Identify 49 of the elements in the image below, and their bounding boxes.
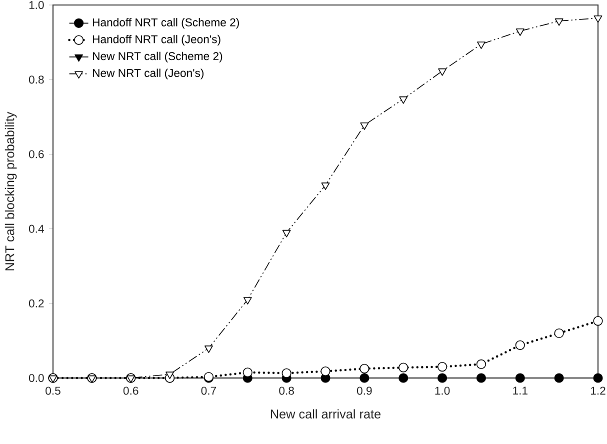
x-tick-label: 0.9: [356, 386, 372, 395]
point: [554, 328, 564, 338]
point: [515, 340, 525, 350]
point: [593, 373, 603, 383]
point: [360, 122, 369, 130]
legend-label: Handoff NRT call (Scheme 2): [92, 18, 239, 29]
y-tick-label: 0.6: [28, 150, 44, 158]
point: [321, 182, 330, 190]
point: [399, 96, 408, 104]
y-axis-title: NRT call blocking probability: [4, 112, 17, 270]
point: [242, 368, 252, 378]
x-tick-label: 0.8: [279, 386, 294, 395]
point: [282, 230, 291, 238]
x-tick-label: 1.1: [513, 386, 528, 395]
x-tick-label: 0.6: [123, 386, 138, 395]
point: [593, 316, 603, 326]
x-axis-title: New call arrival rate: [270, 409, 381, 419]
point: [166, 372, 174, 380]
x-tick-label: 1.2: [590, 386, 606, 395]
point: [594, 15, 602, 23]
point: [282, 368, 292, 378]
x-tick-label: 0.7: [201, 386, 216, 395]
point: [204, 346, 213, 353]
legend-label: New NRT call (Scheme 2): [92, 52, 222, 62]
point: [243, 297, 252, 304]
y-tick-label: 0.0: [28, 374, 44, 382]
y-tick-label: 0.4: [28, 224, 44, 233]
point: [437, 362, 448, 372]
y-tick-label: 0.8: [28, 76, 44, 84]
point: [476, 373, 486, 383]
point: [515, 373, 525, 383]
point: [554, 18, 564, 26]
y-tick-label: 1.0: [29, 0, 44, 10]
x-tick-label: 1.0: [435, 386, 450, 395]
point: [360, 373, 370, 383]
x-tick-label: 0.5: [46, 386, 60, 395]
y-tick-label: 0.2: [28, 299, 44, 308]
point: [398, 362, 408, 372]
legend-label: New NRT call (Jeon's): [92, 68, 204, 80]
point: [476, 359, 486, 369]
point: [516, 28, 524, 36]
point: [477, 42, 486, 49]
point: [320, 366, 330, 376]
point: [554, 373, 564, 383]
point: [438, 68, 446, 76]
legend-label: Handoff NRT call (Jeon's): [92, 34, 220, 46]
point: [360, 364, 370, 374]
point: [437, 373, 448, 383]
point: [398, 373, 408, 383]
